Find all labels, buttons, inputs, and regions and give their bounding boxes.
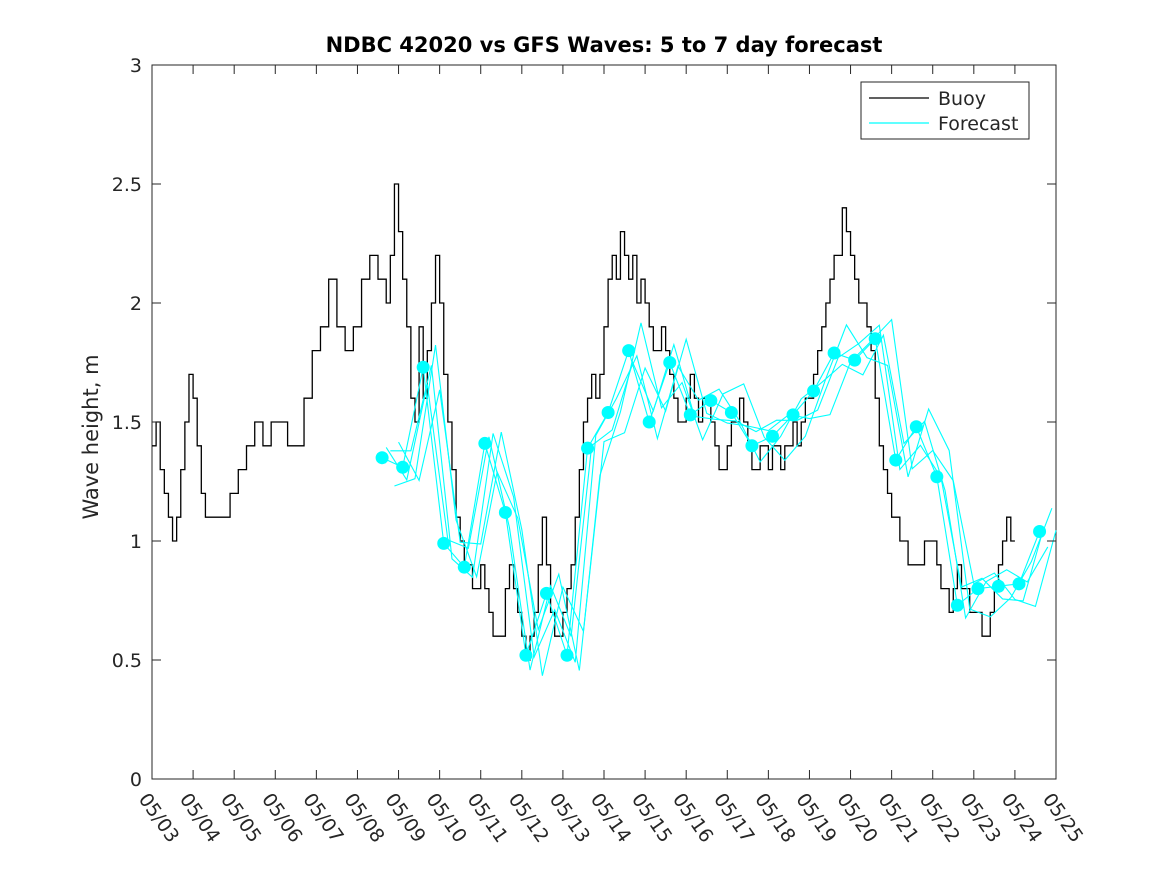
x-tick-label: 05/20: [832, 789, 881, 846]
forecast-marker: [539, 586, 553, 600]
legend-label: Forecast: [938, 113, 1018, 135]
x-tick-label: 05/10: [422, 789, 471, 846]
x-tick-label: 05/11: [463, 789, 512, 846]
forecast-marker: [909, 420, 923, 434]
x-tick-label: 05/09: [380, 789, 429, 846]
x-tick-label: 05/13: [545, 789, 594, 846]
forecast-marker: [396, 460, 410, 474]
forecast-marker: [622, 344, 636, 358]
forecast-marker: [375, 451, 389, 465]
x-tick-label: 05/15: [627, 789, 676, 846]
x-tick-label: 05/19: [791, 789, 840, 846]
forecast-marker: [1012, 577, 1026, 591]
x-tick-label: 05/18: [750, 789, 799, 846]
forecast-marker: [950, 598, 964, 612]
buoy-series: [152, 183, 1015, 661]
forecast-marker: [724, 405, 738, 419]
forecast-marker: [437, 536, 451, 550]
buoy-line: [152, 183, 1015, 661]
x-tick-label: 05/25: [1038, 789, 1087, 846]
forecast-marker: [457, 560, 471, 574]
forecast-marker: [560, 648, 574, 662]
forecast-marker: [745, 439, 759, 453]
x-tick-label: 05/21: [874, 789, 923, 846]
legend: Buoy Forecast: [860, 81, 1030, 140]
x-tick-label: 05/08: [339, 789, 388, 846]
x-tick-label: 05/05: [216, 789, 265, 846]
forecast-marker: [827, 346, 841, 360]
forecast-line: [385, 324, 1045, 671]
x-tick-label: 05/16: [668, 789, 717, 846]
y-tick-label: 2.5: [112, 174, 142, 196]
forecast-marker: [889, 453, 903, 467]
forecast-marker: [765, 429, 779, 443]
forecast-marker: [704, 394, 718, 408]
y-tick-label: 3: [130, 55, 142, 77]
forecast-marker: [416, 360, 430, 374]
forecast-line: [390, 333, 1049, 663]
forecast-marker: [971, 582, 985, 596]
forecast-markers: [375, 332, 1047, 662]
x-tick-label: 05/07: [298, 789, 347, 846]
x-tick-label: 05/06: [257, 789, 306, 846]
y-tick-label: 0: [130, 769, 142, 791]
forecast-marker: [1033, 524, 1047, 538]
forecast-line: [398, 318, 1057, 676]
forecast-marker: [991, 579, 1005, 593]
forecast-marker: [663, 356, 677, 369]
y-tick-label: 0.5: [112, 650, 142, 672]
x-tick-label: 05/24: [997, 789, 1046, 846]
forecast-marker: [478, 436, 492, 450]
y-tick-label: 2: [130, 293, 142, 315]
x-tick-label: 05/22: [915, 789, 964, 846]
forecast-marker: [601, 405, 615, 419]
forecast-marker: [930, 470, 944, 484]
x-tick-label: 05/04: [175, 789, 224, 846]
forecast-line: [394, 322, 1053, 671]
x-tick-label: 05/23: [956, 789, 1005, 846]
forecast-marker: [498, 505, 512, 519]
forecast-marker: [786, 408, 800, 422]
x-tick-label: 05/14: [586, 789, 635, 846]
forecast-marker: [683, 408, 697, 422]
forecast-marker: [581, 441, 595, 455]
y-tick-label: 1: [130, 531, 142, 553]
y-tick-label: 1.5: [112, 412, 142, 434]
x-tick-label: 05/12: [504, 789, 553, 846]
x-tick-label: 05/17: [709, 789, 758, 846]
forecast-marker: [807, 384, 821, 398]
legend-label: Buoy: [938, 88, 986, 110]
x-tick-label: 05/03: [134, 789, 183, 846]
forecast-marker: [642, 415, 656, 429]
chart-title: NDBC 42020 vs GFS Waves: 5 to 7 day fore…: [326, 33, 883, 57]
y-axis-label: Wave height, m: [79, 354, 103, 519]
forecast-marker: [868, 332, 882, 346]
forecast-marker: [848, 353, 862, 367]
forecast-marker: [519, 648, 533, 662]
legend-box: [860, 81, 1030, 140]
